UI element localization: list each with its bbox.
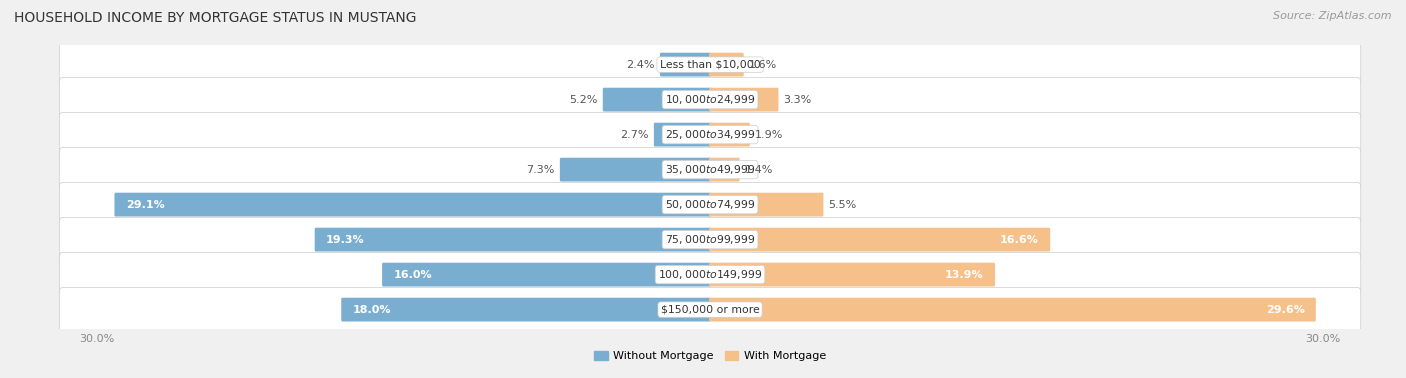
FancyBboxPatch shape xyxy=(59,43,1361,87)
Text: Source: ZipAtlas.com: Source: ZipAtlas.com xyxy=(1274,11,1392,21)
Text: 3.3%: 3.3% xyxy=(783,94,811,105)
FancyBboxPatch shape xyxy=(560,158,711,181)
Text: HOUSEHOLD INCOME BY MORTGAGE STATUS IN MUSTANG: HOUSEHOLD INCOME BY MORTGAGE STATUS IN M… xyxy=(14,11,416,25)
Text: 5.2%: 5.2% xyxy=(569,94,598,105)
Text: $50,000 to $74,999: $50,000 to $74,999 xyxy=(665,198,755,211)
Text: $75,000 to $99,999: $75,000 to $99,999 xyxy=(665,233,755,246)
FancyBboxPatch shape xyxy=(342,298,711,322)
FancyBboxPatch shape xyxy=(603,88,711,112)
Text: 29.6%: 29.6% xyxy=(1265,305,1305,314)
Text: 16.6%: 16.6% xyxy=(1000,235,1039,245)
Text: 2.7%: 2.7% xyxy=(620,130,648,139)
Text: 1.4%: 1.4% xyxy=(745,164,773,175)
FancyBboxPatch shape xyxy=(59,218,1361,262)
FancyBboxPatch shape xyxy=(709,298,1316,322)
FancyBboxPatch shape xyxy=(709,193,824,217)
FancyBboxPatch shape xyxy=(59,147,1361,192)
Text: Less than $10,000: Less than $10,000 xyxy=(659,60,761,70)
FancyBboxPatch shape xyxy=(709,53,744,76)
FancyBboxPatch shape xyxy=(709,123,749,147)
FancyBboxPatch shape xyxy=(654,123,711,147)
FancyBboxPatch shape xyxy=(709,263,995,287)
FancyBboxPatch shape xyxy=(709,228,1050,251)
Text: 18.0%: 18.0% xyxy=(353,305,391,314)
Text: 29.1%: 29.1% xyxy=(125,200,165,210)
FancyBboxPatch shape xyxy=(59,288,1361,332)
Text: 19.3%: 19.3% xyxy=(326,235,364,245)
FancyBboxPatch shape xyxy=(709,158,740,181)
FancyBboxPatch shape xyxy=(315,228,711,251)
FancyBboxPatch shape xyxy=(59,253,1361,297)
Text: 1.6%: 1.6% xyxy=(749,60,778,70)
FancyBboxPatch shape xyxy=(59,183,1361,227)
Text: $10,000 to $24,999: $10,000 to $24,999 xyxy=(665,93,755,106)
Text: 13.9%: 13.9% xyxy=(945,270,984,280)
Text: $100,000 to $149,999: $100,000 to $149,999 xyxy=(658,268,762,281)
FancyBboxPatch shape xyxy=(382,263,711,287)
FancyBboxPatch shape xyxy=(659,53,711,76)
Text: $35,000 to $49,999: $35,000 to $49,999 xyxy=(665,163,755,176)
FancyBboxPatch shape xyxy=(59,113,1361,156)
Text: $25,000 to $34,999: $25,000 to $34,999 xyxy=(665,128,755,141)
Text: 2.4%: 2.4% xyxy=(626,60,655,70)
Text: 5.5%: 5.5% xyxy=(828,200,856,210)
Text: $150,000 or more: $150,000 or more xyxy=(661,305,759,314)
Text: 16.0%: 16.0% xyxy=(394,270,432,280)
Text: 1.9%: 1.9% xyxy=(755,130,783,139)
FancyBboxPatch shape xyxy=(709,88,779,112)
Text: 7.3%: 7.3% xyxy=(526,164,555,175)
FancyBboxPatch shape xyxy=(114,193,711,217)
Legend: Without Mortgage, With Mortgage: Without Mortgage, With Mortgage xyxy=(589,347,831,366)
FancyBboxPatch shape xyxy=(59,77,1361,122)
